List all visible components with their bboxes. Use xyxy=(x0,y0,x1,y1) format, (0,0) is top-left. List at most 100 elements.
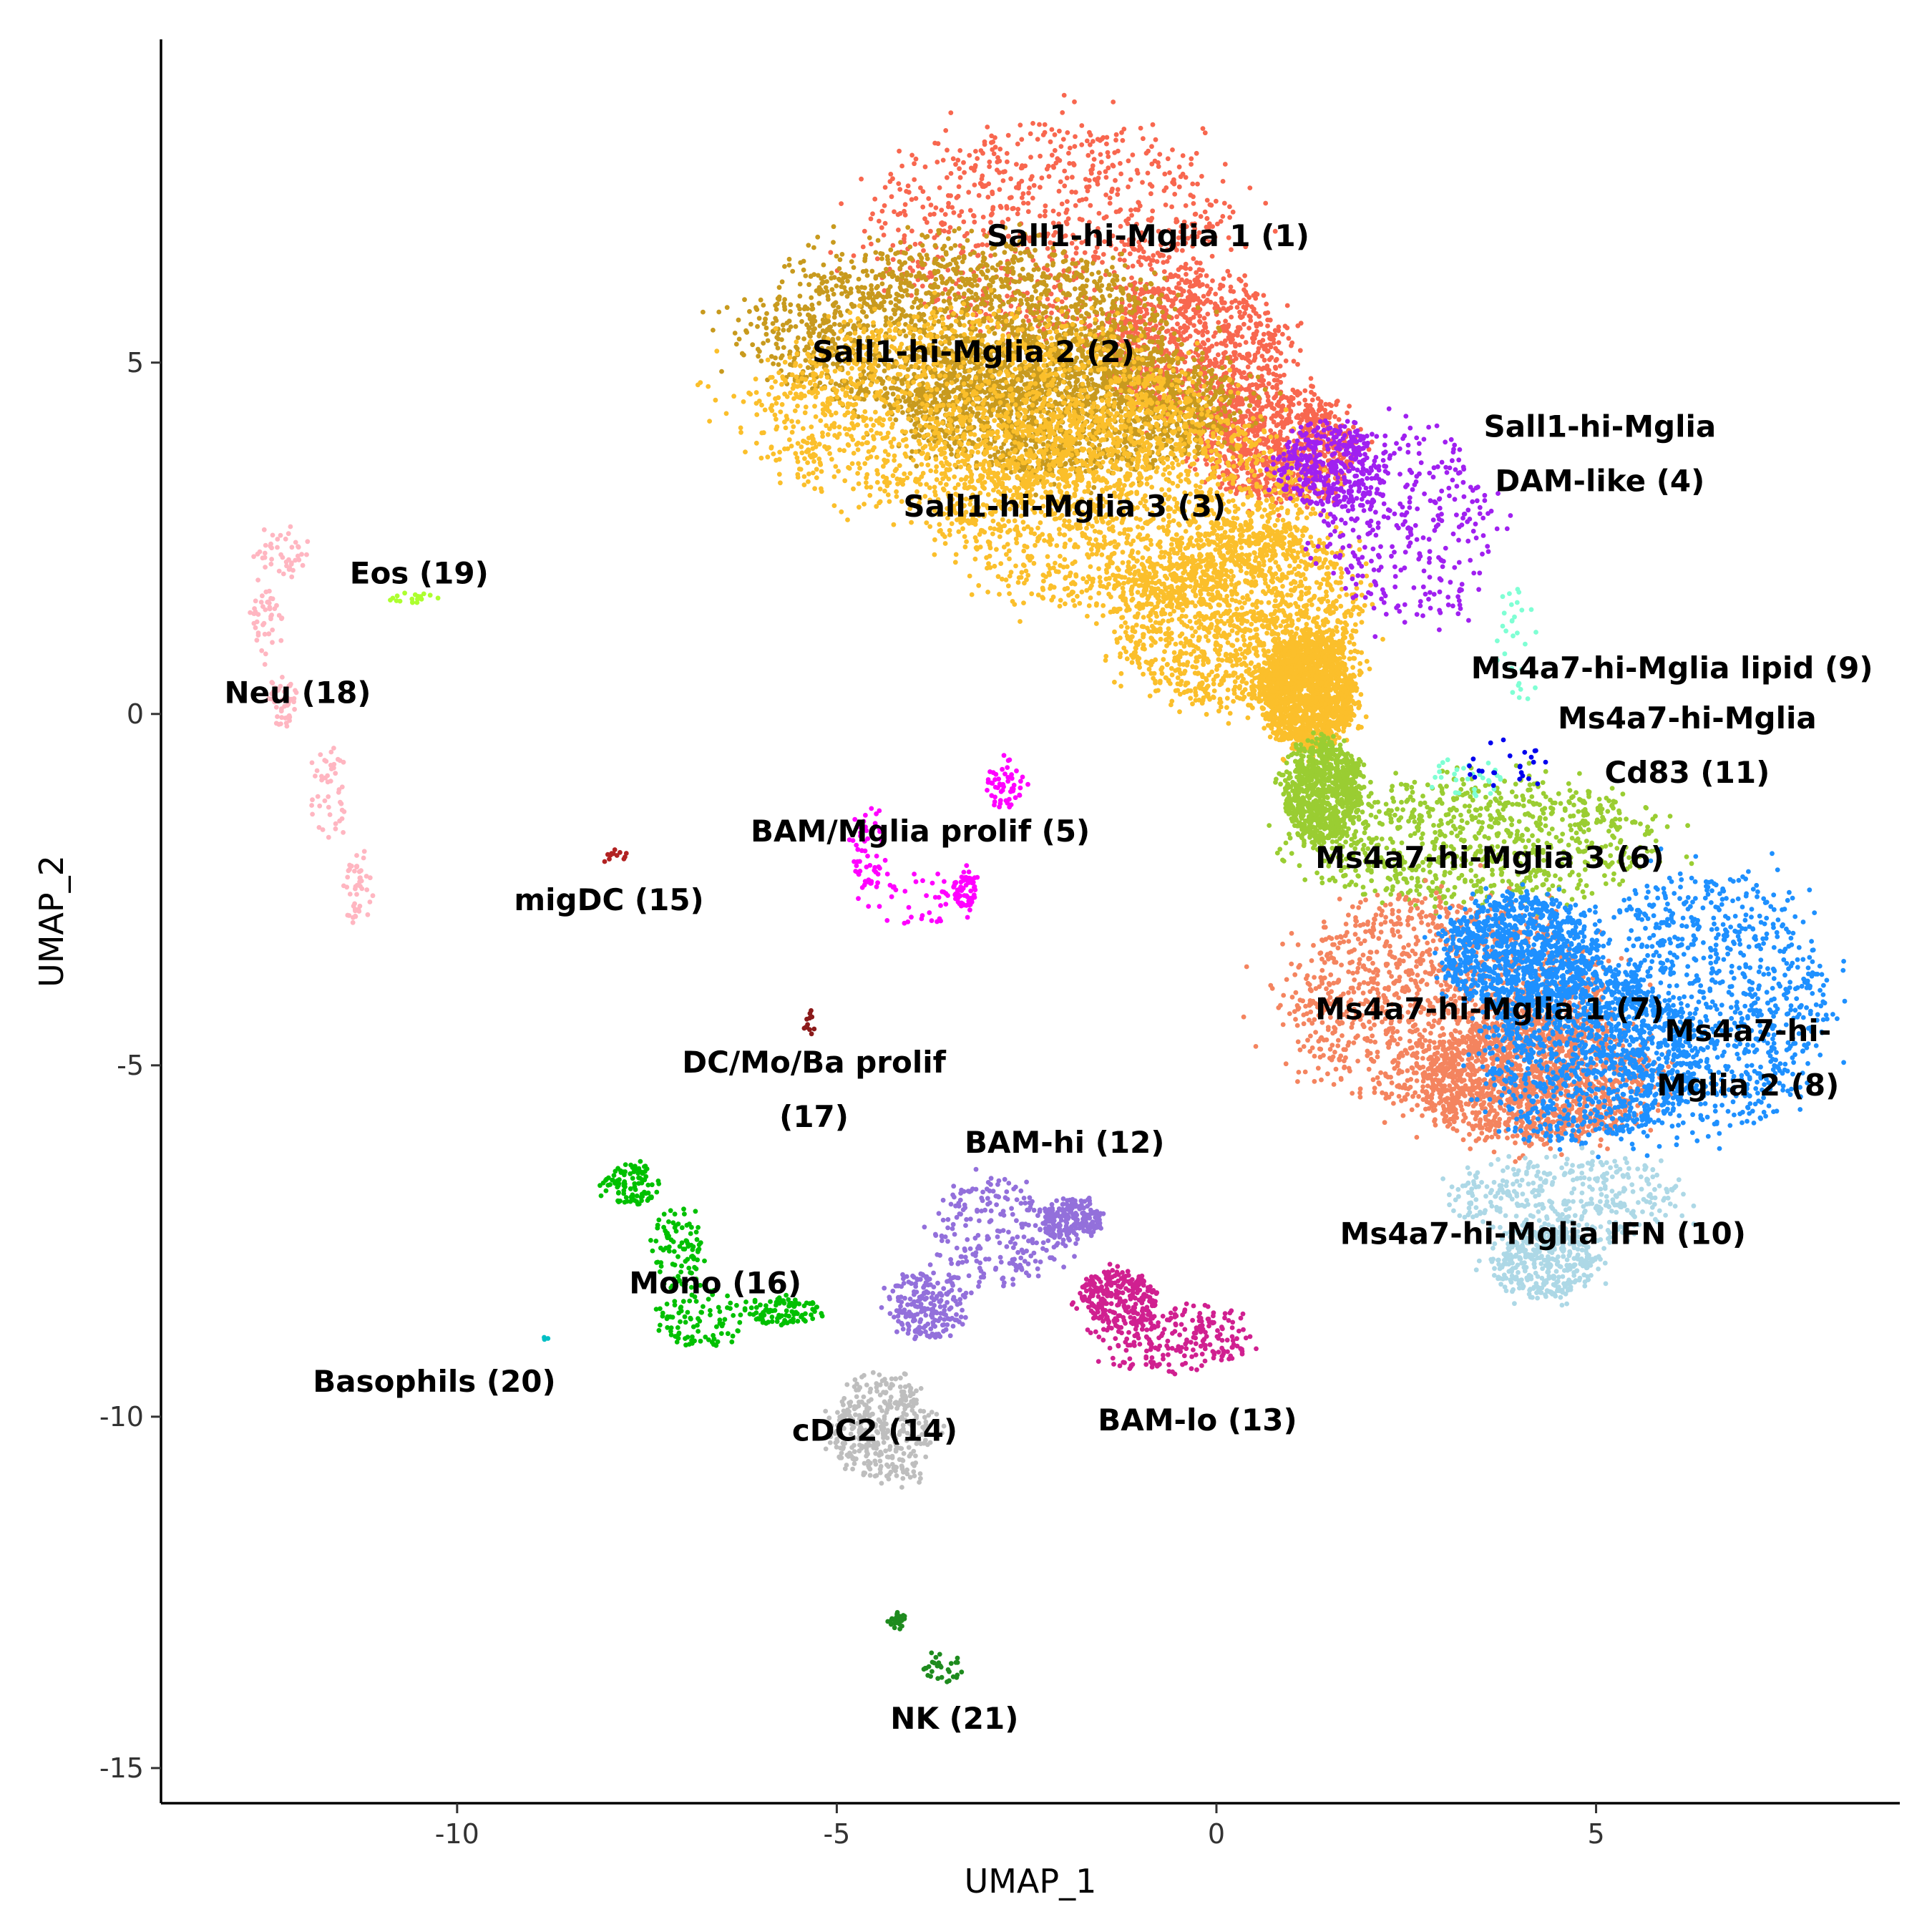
data-point xyxy=(975,304,980,309)
data-point xyxy=(764,311,769,316)
data-point xyxy=(1176,184,1182,190)
data-point xyxy=(1060,110,1065,115)
data-point xyxy=(1149,267,1154,272)
data-point xyxy=(987,164,992,170)
data-point xyxy=(953,281,959,286)
data-point xyxy=(782,264,787,269)
data-point xyxy=(957,213,962,218)
data-point xyxy=(886,290,891,295)
data-point xyxy=(1078,258,1084,263)
data-point xyxy=(945,147,950,153)
data-point xyxy=(945,192,951,198)
data-point xyxy=(1021,200,1026,206)
data-point xyxy=(1005,132,1011,138)
data-point xyxy=(1120,288,1126,293)
data-point xyxy=(1243,449,1248,455)
data-point xyxy=(958,284,963,290)
data-point xyxy=(1200,328,1206,334)
data-point xyxy=(978,301,984,307)
data-point xyxy=(851,265,857,270)
data-point xyxy=(1072,144,1078,150)
data-point xyxy=(956,184,962,190)
data-point xyxy=(795,335,801,341)
data-point xyxy=(1060,137,1066,142)
data-point xyxy=(875,238,881,243)
data-point xyxy=(1111,318,1116,324)
data-point xyxy=(1030,121,1035,126)
data-point xyxy=(1176,164,1182,170)
data-point xyxy=(1063,314,1068,319)
data-point xyxy=(1063,233,1068,238)
data-point xyxy=(1228,288,1234,294)
data-point xyxy=(1096,175,1101,181)
data-point xyxy=(1080,265,1085,270)
data-point xyxy=(890,243,896,248)
data-point xyxy=(1220,214,1226,219)
data-point xyxy=(1110,265,1115,270)
data-point xyxy=(896,181,902,186)
data-point xyxy=(896,228,901,233)
data-point xyxy=(953,268,959,274)
data-point xyxy=(1297,348,1303,353)
data-point xyxy=(1248,360,1253,365)
data-point xyxy=(1077,198,1082,203)
data-point xyxy=(1206,221,1212,227)
data-point xyxy=(912,161,917,167)
data-point xyxy=(1058,179,1063,185)
data-point xyxy=(958,270,964,275)
data-point xyxy=(1205,311,1211,317)
data-point xyxy=(736,336,742,342)
data-point xyxy=(1118,171,1123,177)
data-point xyxy=(1263,477,1269,482)
data-point xyxy=(1181,299,1187,305)
data-point xyxy=(1254,386,1260,391)
data-point xyxy=(972,165,977,170)
data-point xyxy=(1112,391,1118,397)
data-point xyxy=(1048,240,1053,245)
data-point xyxy=(1004,313,1009,318)
data-point xyxy=(897,148,902,154)
data-point xyxy=(1322,452,1327,458)
data-point xyxy=(1262,357,1267,363)
data-point xyxy=(1194,234,1200,240)
data-point xyxy=(1184,224,1189,229)
data-point xyxy=(948,110,954,116)
data-point xyxy=(905,225,911,230)
data-point xyxy=(1065,274,1070,279)
data-point xyxy=(997,384,1002,390)
data-point xyxy=(1190,243,1196,249)
data-point xyxy=(1079,240,1085,245)
data-point xyxy=(1048,139,1053,145)
data-point xyxy=(1114,273,1120,279)
data-point xyxy=(1136,259,1141,265)
data-point xyxy=(1043,208,1048,214)
data-point xyxy=(1000,170,1006,175)
data-point xyxy=(1132,295,1137,300)
data-point xyxy=(1221,351,1226,356)
data-point xyxy=(989,133,995,139)
data-point xyxy=(988,253,993,258)
data-point xyxy=(1317,407,1323,412)
data-point xyxy=(985,268,990,273)
data-point xyxy=(1108,243,1113,248)
data-point xyxy=(879,251,885,257)
data-point xyxy=(1256,365,1262,371)
data-point xyxy=(1257,313,1262,319)
data-point xyxy=(933,277,939,282)
data-point xyxy=(1256,346,1262,351)
data-point xyxy=(1051,233,1056,238)
data-point xyxy=(1038,153,1043,159)
data-point xyxy=(940,280,945,286)
data-point xyxy=(981,184,987,189)
data-point xyxy=(1137,243,1143,249)
data-point xyxy=(1170,326,1176,332)
data-point xyxy=(1019,195,1025,200)
data-point xyxy=(1084,185,1089,190)
data-point xyxy=(1103,175,1109,180)
data-point xyxy=(782,297,787,302)
data-point xyxy=(1085,152,1091,158)
data-point xyxy=(758,358,764,364)
data-point xyxy=(1117,257,1123,263)
data-point xyxy=(812,326,817,331)
data-point xyxy=(1220,179,1226,184)
